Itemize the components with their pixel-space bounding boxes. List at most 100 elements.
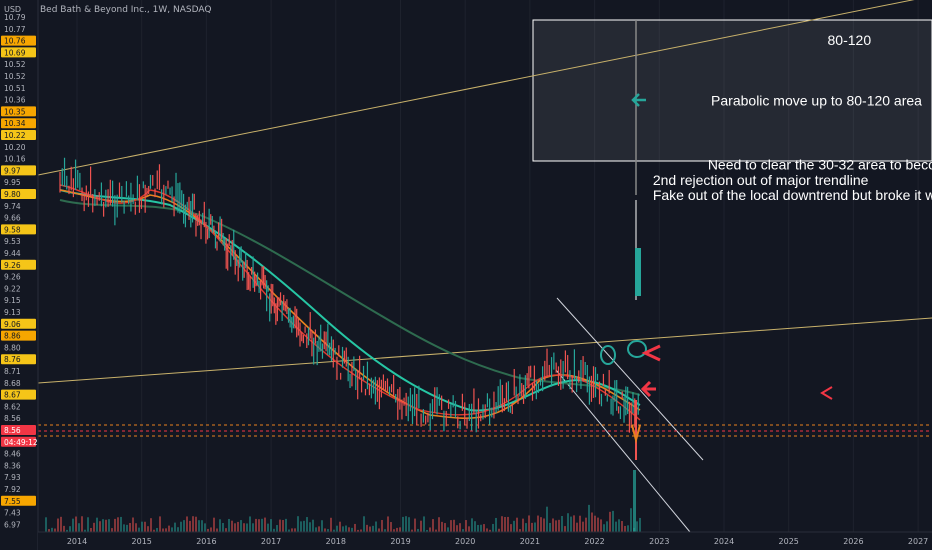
price-tick-label: 9.53 (4, 237, 21, 246)
price-tick-label: 10.51 (4, 84, 26, 93)
price-tick-label: 9.74 (4, 202, 21, 211)
volume-bar (459, 523, 461, 532)
volume-bar (318, 526, 320, 532)
volume-bar (117, 517, 119, 532)
volume-bar (45, 517, 47, 532)
volume-bar (411, 529, 413, 532)
volume-bar (57, 518, 59, 532)
volume-bar (135, 523, 137, 532)
volume-bar (63, 525, 65, 532)
volume-bar (507, 516, 509, 532)
volume-bar (501, 516, 503, 532)
volume-bar (573, 515, 575, 532)
volume-bar (84, 529, 86, 532)
volume-bar (105, 519, 107, 532)
ema-mid-line (59, 189, 641, 419)
volume-bar (66, 529, 68, 532)
volume-bar (591, 512, 593, 532)
volume-bar (144, 521, 146, 532)
volume-bar (480, 524, 482, 532)
volume-bar (438, 517, 440, 532)
price-badge (1, 495, 36, 506)
volume-bar (126, 524, 128, 532)
volume-bar (408, 517, 410, 532)
volume-bar (393, 529, 395, 532)
volume-bar (564, 526, 566, 532)
volume-bar (213, 517, 215, 532)
volume-bar (486, 528, 488, 532)
volume-bar (78, 523, 80, 532)
price-tick-label: 9.58 (4, 225, 21, 234)
price-tick-label: 8.80 (4, 343, 21, 352)
time-tick-label: 2027 (908, 537, 928, 546)
time-tick-label: 2017 (261, 537, 281, 546)
volume-bar (174, 522, 176, 532)
volume-bar (606, 521, 608, 532)
time-tick-label: 2025 (779, 537, 799, 546)
volume-bar (255, 518, 257, 532)
volume-bar (489, 529, 491, 532)
volume-bar (534, 522, 536, 532)
volume-bar (360, 529, 362, 532)
volume-bar (567, 513, 569, 532)
volume-bar (81, 516, 83, 532)
volume-bar (465, 520, 467, 532)
volume-bar (351, 527, 353, 532)
volume-bar (525, 523, 527, 532)
volume-bar (261, 518, 263, 532)
volume-bar (582, 521, 584, 532)
volume-bar (492, 523, 494, 532)
volume-bar (453, 519, 455, 532)
annotation-text: 2nd rejection out of major trendline (653, 172, 869, 188)
volume-bar (513, 520, 515, 532)
price-tick-label: 10.16 (4, 155, 26, 164)
price-tick-label: 10.36 (4, 96, 26, 105)
volume-bar (348, 527, 350, 532)
volume-bar (375, 521, 377, 532)
volume-bar (417, 528, 419, 532)
volume-bar (150, 518, 152, 532)
volume-bar (381, 519, 383, 532)
volume-bar (546, 506, 548, 532)
volume-bar (87, 517, 89, 532)
time-tick-label: 2015 (132, 537, 152, 546)
price-tick-label: 6.97 (4, 520, 21, 529)
fakeout-arrow-icon (640, 380, 656, 398)
target-zone-box (532, 19, 932, 162)
volume-bar (543, 518, 545, 532)
volume-bar (558, 519, 560, 532)
price-badge (1, 330, 36, 341)
volume-bar (246, 523, 248, 532)
volume-bar (540, 517, 542, 532)
volume-bar (282, 519, 284, 532)
price-badge (1, 47, 36, 58)
volume-bar (399, 527, 401, 532)
time-tick-label: 2021 (520, 537, 540, 546)
volume-bar (72, 518, 74, 532)
volume-bar (237, 521, 239, 532)
volume-bar (48, 529, 50, 532)
price-tick-label: 10.76 (4, 37, 26, 46)
price-tick-label: 8.86 (4, 332, 21, 341)
volume-bar (195, 516, 197, 532)
volume-bar (447, 527, 449, 532)
price-tick-label: 8.67 (4, 391, 21, 400)
volume-bar (555, 520, 557, 532)
price-badge (1, 106, 36, 117)
price-tick-label: 10.52 (4, 72, 26, 81)
volume-bar (75, 516, 77, 532)
volume-bar (108, 519, 110, 532)
price-axis-panel (0, 0, 38, 550)
volume-bar (363, 516, 365, 532)
price-tick-label: 7.43 (4, 509, 21, 518)
volume-bar (336, 525, 338, 532)
volume-bar (333, 529, 335, 532)
volume-bar (192, 516, 194, 532)
price-tick-label: 9.80 (4, 190, 21, 199)
volume-bar (468, 526, 470, 532)
downtrend-channel-lower (555, 369, 691, 533)
volume-bar (588, 504, 590, 532)
volume-bar (522, 518, 524, 532)
